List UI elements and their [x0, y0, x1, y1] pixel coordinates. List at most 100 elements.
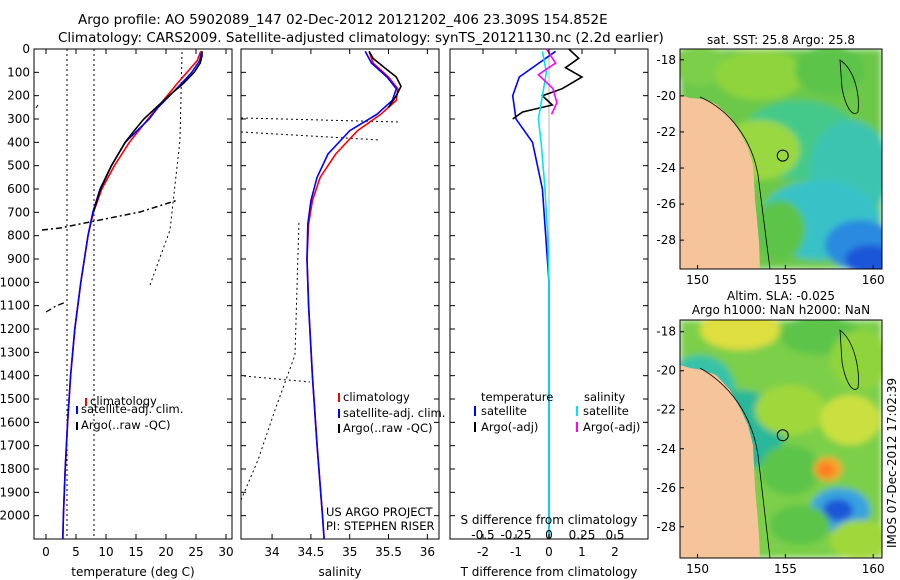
sst-map-land — [680, 95, 760, 269]
legend-label-climatology: climatology — [343, 390, 410, 404]
sla-map-frame — [679, 319, 883, 559]
map-y-tick-label: -24 — [656, 442, 676, 456]
map-y-tick-label: -26 — [656, 481, 676, 495]
map-blob — [830, 330, 882, 390]
legend-salinity-heading: salinity — [584, 390, 625, 404]
map-blob — [830, 520, 882, 558]
difference-series-line — [537, 48, 558, 115]
top-tick-label: 0.5 — [605, 528, 624, 542]
sla-map-land — [680, 365, 760, 558]
top-tick-label: -0.25 — [500, 528, 531, 542]
map-x-tick-label: 160 — [862, 273, 885, 287]
x-tick-label: -2 — [477, 545, 489, 559]
map-blob — [818, 463, 834, 477]
legend-label-sal-satellite: satellite — [583, 404, 629, 418]
map-y-tick-label: -22 — [656, 403, 676, 417]
map-x-tick-label: 150 — [686, 562, 709, 576]
y-tick-label: 1700 — [0, 439, 30, 453]
salinity-axes — [240, 48, 440, 540]
map-blob — [755, 385, 825, 435]
argo-raw-trace — [41, 199, 179, 231]
y-tick-label: 1500 — [0, 392, 30, 406]
map-x-tick-label: 150 — [686, 273, 709, 287]
legend-label-temp-argo: Argo(-adj) — [481, 420, 538, 434]
temperature-series-line — [62, 51, 202, 540]
legend-label-temp-satellite: satellite — [481, 404, 527, 418]
sst-map-contour — [839, 59, 859, 114]
project-annotation: US ARGO PROJECT — [326, 505, 434, 519]
y-tick-label: 1000 — [0, 275, 30, 289]
x-tick-label: 34 — [264, 545, 279, 559]
legend-label-sal-argo: Argo(-adj) — [583, 420, 640, 434]
header-line1: Argo profile: AO 5902089_147 02-Dec-2012… — [78, 12, 608, 28]
map-x-tick-label: 155 — [774, 273, 797, 287]
y-tick-label: 1600 — [0, 415, 30, 429]
salinity-xlabel: salinity — [318, 565, 361, 579]
y-tick-label: 1800 — [0, 462, 30, 476]
y-tick-label: 1200 — [0, 322, 30, 336]
x-tick-label: 25 — [188, 545, 203, 559]
temperature-legend: climatology satellite-adj. clim. Argo(..… — [76, 394, 183, 432]
sla-map-panel: Altim. SLA: -0.025 Argo h1000: NaN h2000… — [656, 289, 885, 576]
x-tick-label: 20 — [158, 545, 173, 559]
map-blob — [770, 505, 830, 545]
x-tick-label: 0 — [545, 545, 553, 559]
x-tick-label: 5 — [72, 545, 80, 559]
y-tick-label: 1100 — [0, 299, 30, 313]
legend-temperature-heading: temperature — [481, 390, 553, 404]
y-tick-label: 800 — [7, 229, 30, 243]
y-tick-label: 100 — [7, 65, 30, 79]
temperature-series-line — [62, 51, 203, 540]
x-tick-label: 15 — [128, 545, 143, 559]
argo-raw-trace — [45, 301, 67, 313]
qc-dotted-line — [243, 375, 311, 383]
top-tick-label: 0.25 — [569, 528, 596, 542]
legend-label-climatology: climatology — [90, 394, 157, 408]
y-tick-label: 1300 — [0, 345, 30, 359]
temperature-axes — [33, 48, 233, 540]
legend-label-satellite: satellite-adj. clim. — [81, 402, 183, 416]
top-tick-label: -0.5 — [471, 528, 494, 542]
map-y-tick-label: -28 — [656, 520, 676, 534]
header-line2: Climatology: CARS2009. Satellite-adjuste… — [58, 30, 664, 46]
y-tick-label: 0 — [22, 42, 30, 56]
map-blob — [760, 445, 820, 495]
y-tick-label: 2000 — [0, 509, 30, 523]
x-tick-label: 35.5 — [375, 545, 402, 559]
difference-panel: -2 -1 0 1 2 -0.5 -0.25 0 0.25 0.5 T difference fr… — [449, 48, 649, 579]
sla-map-title-line2: Argo h1000: NaN h2000: NaN — [692, 303, 870, 317]
x-tick-label: 10 — [98, 545, 113, 559]
map-x-tick-label: 160 — [862, 562, 885, 576]
map-y-tick-label: -28 — [656, 233, 676, 247]
x-tick-label: 30 — [218, 545, 233, 559]
map-y-tick-label: -20 — [656, 89, 676, 103]
sst-map-frame — [679, 48, 883, 270]
qc-dotted-line — [240, 131, 381, 141]
y-tick-label: 200 — [7, 89, 30, 103]
pi-annotation: PI: STEPHEN RISER — [326, 519, 435, 533]
map-x-tick-label: 155 — [774, 562, 797, 576]
legend-label-argo: Argo(..raw -QC) — [343, 421, 433, 435]
map-y-tick-label: -24 — [656, 161, 676, 175]
sla-map-contour — [699, 367, 771, 558]
x-tick-label: 0 — [42, 545, 50, 559]
temperature-xlabel: temperature (deg C) — [71, 565, 194, 579]
sst-map-title: sat. SST: 25.8 Argo: 25.8 — [707, 33, 855, 47]
difference-xlabel: T difference from climatology — [460, 565, 638, 579]
difference-series-line — [537, 51, 550, 539]
difference-top-label: S difference from climatology — [461, 513, 638, 527]
map-blob — [700, 320, 780, 350]
qc-dotted-line — [35, 104, 39, 109]
map-blob — [755, 200, 805, 260]
map-blob — [795, 49, 865, 95]
legend-label-argo: Argo(..raw -QC) — [81, 418, 171, 432]
x-tick-label: 35 — [342, 545, 357, 559]
y-tick-label: 1400 — [0, 369, 30, 383]
y-tick-label: 900 — [7, 252, 30, 266]
salinity-panel: 34 34.5 35 35.5 36 salinity climatology sate… — [240, 48, 445, 579]
map-blob — [823, 499, 853, 521]
top-tick-label: 0 — [545, 528, 553, 542]
map-blob — [845, 245, 882, 269]
salinity-series-line — [306, 51, 399, 540]
